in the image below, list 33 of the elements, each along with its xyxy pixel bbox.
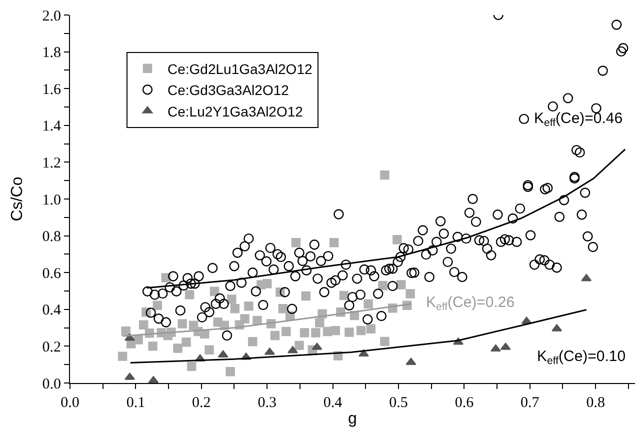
x-tick-label: 0.3 bbox=[258, 395, 276, 411]
y-tick-label: 0.6 bbox=[42, 266, 62, 282]
point bbox=[288, 346, 298, 354]
x-tick-label: 0.0 bbox=[60, 395, 80, 411]
y-tick-label: 1.0 bbox=[42, 192, 61, 208]
y-tick-label: 1.6 bbox=[42, 82, 62, 98]
x-tick-label: 0.7 bbox=[520, 395, 540, 411]
legend-label: Ce:Gd3Ga3Al2O12 bbox=[168, 82, 290, 98]
y-tick-label: 0.2 bbox=[42, 339, 61, 356]
x-tick-label: 0.2 bbox=[192, 395, 211, 411]
x-tick-label: 0.4 bbox=[323, 395, 343, 411]
series-label: K$_{eff}$(Ce)=0.46 bbox=[534, 110, 623, 130]
point bbox=[264, 348, 275, 355]
point bbox=[124, 372, 135, 380]
x-tick-label: 0.1 bbox=[126, 395, 146, 411]
y-tick-label: 1.2 bbox=[42, 155, 61, 172]
y-tick-label: 0.4 bbox=[42, 302, 62, 319]
series-label: K$_{eff}$(Ce)=0.10 bbox=[537, 348, 626, 368]
point bbox=[490, 344, 501, 352]
x-tick-label: 0.8 bbox=[586, 395, 605, 411]
y-tick-label: 1.8 bbox=[42, 45, 61, 62]
y-tick-label: 0.8 bbox=[42, 229, 61, 246]
legend-label: Ce:Gd2Lu1Ga3Al2O12 bbox=[168, 60, 312, 77]
y-tick-label: 0.0 bbox=[42, 376, 61, 392]
series-label: K$_{eff}$(Ce)=0.26 bbox=[426, 294, 515, 314]
x-tick-label: 0.6 bbox=[454, 395, 474, 411]
y-tick-label: 2.0 bbox=[42, 8, 61, 24]
x-axis-title: g bbox=[348, 410, 357, 428]
x-tick-label: 0.5 bbox=[389, 395, 408, 411]
legend-label: Ce:Lu2Y1Ga3Al2O12 bbox=[168, 103, 304, 120]
y-axis-title: Cs/Co bbox=[9, 176, 26, 222]
point bbox=[358, 349, 369, 357]
y-tick-label: 1.4 bbox=[42, 118, 62, 135]
